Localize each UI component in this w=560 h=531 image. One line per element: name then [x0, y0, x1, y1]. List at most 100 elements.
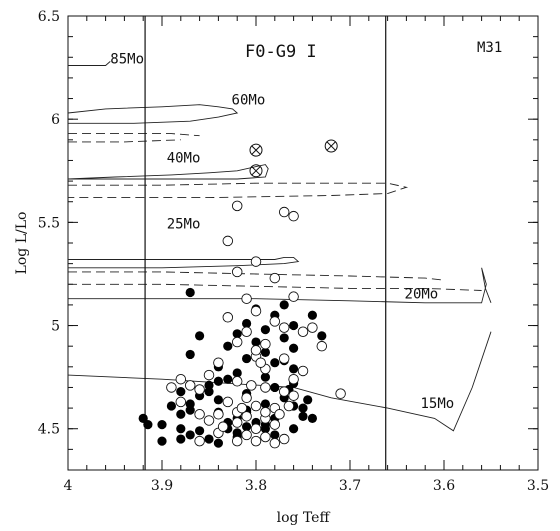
filled-star-point	[298, 403, 308, 413]
y-tick-label: 6.5	[38, 9, 60, 25]
open-star-point	[194, 384, 205, 395]
filled-star-point	[307, 310, 317, 320]
open-star-point	[250, 400, 262, 412]
x-tick-label: 4	[64, 478, 73, 494]
open-star-point	[222, 235, 234, 247]
track-mass-label: 85Mo	[110, 51, 144, 67]
filled-star-point	[307, 413, 317, 424]
filled-star-point	[213, 395, 223, 405]
filled-star-point	[317, 331, 327, 341]
open-star-point	[278, 206, 290, 218]
filled-star-point	[176, 409, 186, 419]
filled-star-point	[223, 341, 233, 351]
open-star-point	[307, 322, 318, 333]
x-tick-label: 3.7	[339, 478, 361, 494]
open-star-point	[231, 336, 243, 348]
track-mass-label: 20Mo	[405, 287, 439, 303]
track-line	[68, 133, 200, 137]
open-star-point	[297, 326, 309, 337]
chart-title: F0-G9 I	[245, 42, 317, 62]
track-line	[67, 331, 492, 432]
track-line	[67, 164, 269, 180]
open-star-point	[203, 369, 215, 381]
filled-star-point	[176, 424, 186, 434]
open-star-point	[260, 406, 271, 418]
filled-star-point	[176, 434, 186, 444]
open-star-point	[166, 382, 177, 393]
x-tick-label: 3.9	[151, 478, 173, 494]
crossed-circle-ring	[324, 139, 338, 153]
x-tick-label: 3.6	[433, 478, 455, 494]
track-line	[67, 104, 239, 124]
filled-star-point	[185, 349, 195, 360]
filled-star-point	[204, 434, 214, 444]
filled-star-point	[195, 426, 205, 436]
open-star-point	[288, 210, 299, 222]
filled-star-point	[289, 320, 299, 331]
open-star-point	[278, 322, 290, 333]
open-star-point	[194, 409, 205, 420]
open-star-point	[255, 357, 266, 368]
filled-star-point	[242, 422, 252, 432]
track-mass-label: 25Mo	[167, 217, 201, 233]
track-line	[68, 271, 445, 281]
open-star-point	[175, 373, 187, 385]
filled-star-point	[185, 430, 195, 440]
open-star-point	[260, 338, 271, 350]
y-tick-label: 4.5	[38, 422, 60, 438]
open-star-point	[184, 380, 196, 391]
filled-star-point	[157, 420, 167, 430]
track-line	[68, 139, 181, 143]
open-star-point	[250, 435, 262, 447]
filled-star-point	[289, 424, 299, 434]
open-star-point	[194, 435, 205, 447]
filled-star-point	[279, 333, 289, 343]
open-star-point	[269, 316, 281, 327]
y-axis-label: Log L/Lo	[14, 212, 30, 275]
track-labels: 85Mo 60Mo 40Mo 25Mo 20Mo 15Mo	[110, 51, 454, 412]
open-star-point	[250, 423, 262, 434]
filled-star-point	[204, 386, 214, 397]
filled-star-point	[260, 347, 270, 357]
open-star-point	[175, 396, 187, 408]
track-mass-label: 40Mo	[167, 151, 201, 167]
open-star-point	[250, 345, 262, 356]
filled-star-point	[251, 337, 261, 347]
open-star-point	[241, 392, 252, 404]
track-line	[68, 256, 300, 269]
filled-star-point	[270, 430, 280, 440]
x-tick-label: 3.8	[245, 478, 267, 494]
open-star-point	[222, 312, 234, 323]
filled-star-point	[213, 376, 223, 386]
open-star-point	[269, 437, 281, 449]
open-star-point	[288, 291, 299, 302]
open-star-point	[213, 357, 224, 368]
filled-star-point	[260, 372, 270, 382]
open-star-point	[297, 365, 309, 377]
filled-star-point	[185, 405, 195, 415]
open-star-point	[231, 266, 243, 278]
open-star-point	[278, 433, 290, 445]
open-star-point	[241, 326, 252, 337]
open-star-point	[269, 419, 281, 430]
open-star-point	[278, 353, 290, 364]
star-points	[138, 139, 346, 449]
filled-star-point	[289, 364, 299, 374]
open-star-point	[269, 272, 281, 284]
filled-star-point	[195, 331, 205, 341]
filled-star-point	[298, 411, 308, 421]
filled-star-point	[232, 329, 242, 339]
open-star-point	[222, 396, 234, 408]
open-star-point	[241, 429, 252, 441]
crossed-circle-line	[251, 166, 261, 176]
y-tick-label: 6	[51, 112, 60, 128]
open-star-point	[278, 386, 290, 397]
open-star-point	[217, 421, 229, 432]
filled-star-point	[213, 438, 223, 448]
track-line	[68, 182, 409, 199]
filled-star-point	[289, 343, 299, 353]
y-tick-label: 5	[51, 319, 60, 335]
plot-frame	[67, 15, 539, 471]
x-axis-label: log Teff	[277, 510, 331, 526]
open-star-point	[250, 305, 262, 317]
